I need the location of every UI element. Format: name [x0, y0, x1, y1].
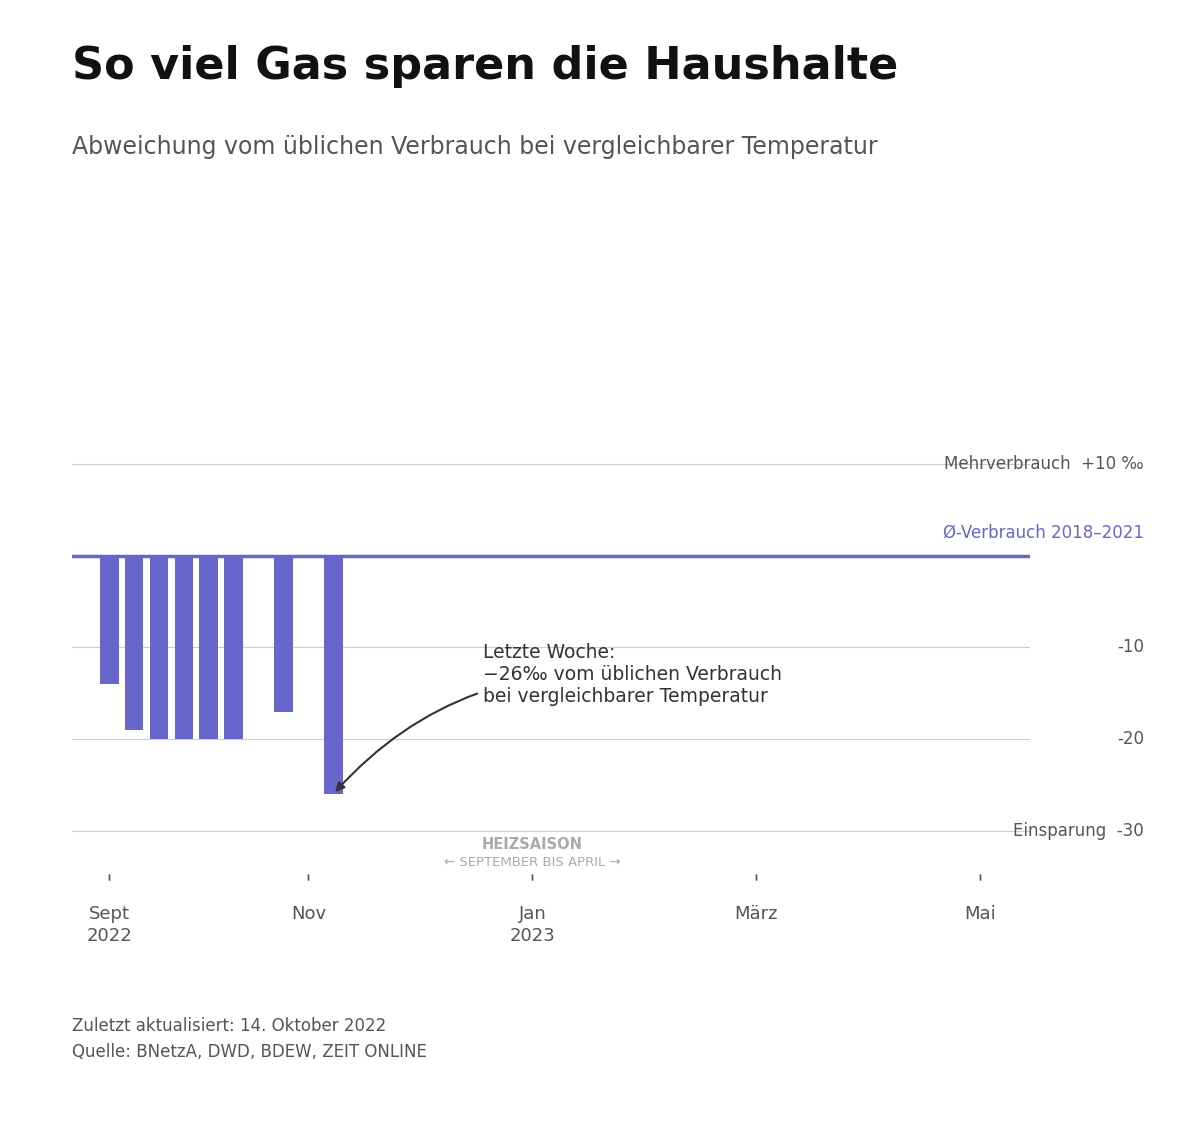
Text: Jan: Jan — [519, 905, 546, 923]
Text: Sept: Sept — [89, 905, 129, 923]
Text: Letzte Woche:
−26‰ vom üblichen Verbrauch
bei vergleichbarer Temperatur: Letzte Woche: −26‰ vom üblichen Verbrauc… — [337, 643, 781, 790]
Text: So viel Gas sparen die Haushalte: So viel Gas sparen die Haushalte — [72, 45, 898, 88]
Bar — [224, 555, 243, 740]
Text: 2022: 2022 — [86, 927, 132, 945]
Text: -20: -20 — [1117, 731, 1144, 749]
Text: Mai: Mai — [964, 905, 997, 923]
Text: Zuletzt aktualisiert: 14. Oktober 2022: Zuletzt aktualisiert: 14. Oktober 2022 — [72, 1017, 386, 1035]
Text: Mehrverbrauch  +10 ‰: Mehrverbrauch +10 ‰ — [944, 455, 1144, 473]
Bar — [199, 555, 218, 740]
Text: Ø-Verbrauch 2018–2021: Ø-Verbrauch 2018–2021 — [943, 524, 1144, 542]
Text: Abweichung vom üblichen Verbrauch bei vergleichbarer Temperatur: Abweichung vom üblichen Verbrauch bei ve… — [72, 135, 877, 158]
Text: ← SEPTEMBER BIS APRIL →: ← SEPTEMBER BIS APRIL → — [444, 856, 621, 870]
Text: Nov: Nov — [291, 905, 326, 923]
Bar — [150, 555, 169, 740]
Text: HEIZSAISON: HEIZSAISON — [482, 837, 583, 852]
Bar — [125, 555, 144, 729]
Text: Einsparung  -30: Einsparung -30 — [1014, 822, 1144, 840]
Bar — [323, 555, 343, 795]
Text: 2023: 2023 — [509, 927, 556, 945]
Text: Quelle: BNetzA, DWD, BDEW, ZEIT ONLINE: Quelle: BNetzA, DWD, BDEW, ZEIT ONLINE — [72, 1043, 426, 1061]
Text: -10: -10 — [1117, 638, 1144, 656]
Text: März: März — [734, 905, 779, 923]
Bar — [274, 555, 292, 711]
Bar — [99, 555, 119, 685]
Bar — [175, 555, 193, 740]
